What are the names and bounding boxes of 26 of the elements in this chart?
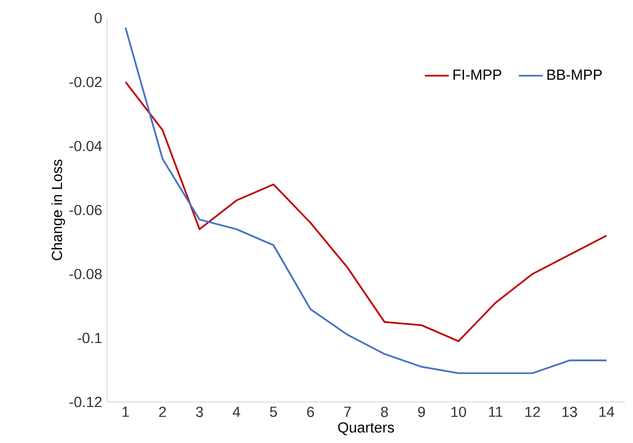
legend-label: FI-MPP — [454, 70, 502, 80]
legend-label: BB-MPP — [548, 70, 602, 80]
x-tick-label: 12 — [525, 406, 540, 417]
x-tick-label: 6 — [307, 406, 314, 418]
x-tick-label: 7 — [344, 406, 351, 417]
x-tick-label: 2 — [159, 406, 166, 417]
y-tick-label: -0.12 — [70, 396, 102, 408]
y-tick-label: -0.08 — [70, 268, 102, 280]
y-tick-label: -0.06 — [70, 204, 102, 216]
y-axis-title: Change in Loss — [51, 160, 66, 260]
x-tick-label: 8 — [381, 406, 388, 418]
x-tick-label: 13 — [562, 406, 577, 418]
x-axis-title: Quarters — [338, 422, 394, 436]
x-tick-label: 11 — [488, 406, 502, 417]
x-tick-label: 10 — [451, 406, 466, 418]
x-tick-label: 3 — [196, 406, 203, 418]
x-tick-label: 5 — [270, 406, 277, 417]
x-tick-label: 9 — [418, 406, 425, 418]
x-tick-label: 1 — [122, 406, 129, 417]
y-tick-label: 0 — [94, 12, 102, 24]
y-tick-label: -0.04 — [70, 140, 102, 152]
x-tick-label: 14 — [599, 406, 614, 417]
y-tick-label: -0.1 — [78, 332, 102, 344]
line-series — [124, 81, 608, 342]
y-tick-label: -0.02 — [70, 76, 102, 88]
x-tick-label: 4 — [232, 406, 240, 417]
